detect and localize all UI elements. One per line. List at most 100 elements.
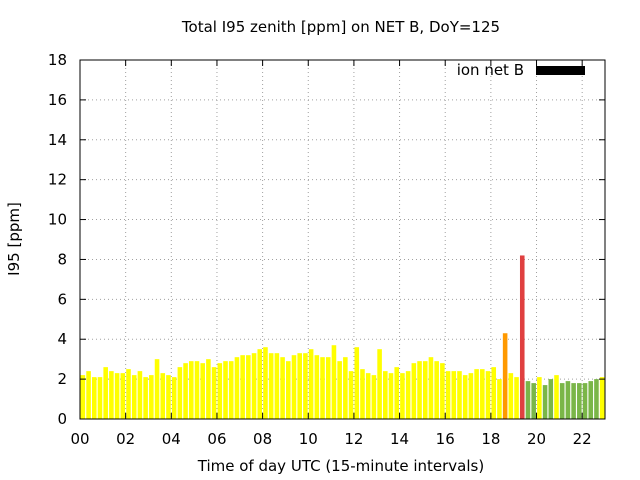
x-tick-label: 14 bbox=[390, 430, 409, 448]
bar bbox=[240, 355, 245, 419]
legend: ion net B bbox=[457, 61, 585, 79]
bar bbox=[303, 353, 308, 419]
bar bbox=[143, 377, 148, 419]
bar bbox=[97, 377, 103, 419]
bar bbox=[91, 377, 97, 419]
bar bbox=[137, 371, 143, 419]
bar bbox=[120, 373, 126, 419]
bar bbox=[417, 361, 422, 419]
bar bbox=[257, 349, 263, 419]
x-tick-label: 20 bbox=[527, 430, 546, 448]
bar bbox=[485, 371, 491, 419]
bars bbox=[80, 255, 605, 419]
y-tick-label: 8 bbox=[57, 250, 67, 268]
y-axis-label: I95 [ppm] bbox=[5, 202, 23, 276]
x-tick-label: 18 bbox=[481, 430, 500, 448]
bar bbox=[559, 383, 565, 419]
bar bbox=[360, 369, 365, 419]
bar bbox=[502, 333, 508, 419]
bar bbox=[405, 371, 411, 419]
bar bbox=[599, 377, 605, 419]
x-tick-label: 12 bbox=[344, 430, 363, 448]
bar bbox=[422, 361, 428, 419]
bar bbox=[457, 371, 462, 419]
bar bbox=[171, 377, 177, 419]
bar bbox=[348, 371, 354, 419]
bar bbox=[126, 369, 131, 419]
bar bbox=[177, 367, 183, 419]
bar bbox=[114, 373, 120, 419]
x-tick-label: 02 bbox=[116, 430, 135, 448]
bar bbox=[314, 355, 320, 419]
bar bbox=[525, 381, 531, 419]
bar bbox=[514, 377, 519, 419]
bar bbox=[228, 361, 234, 419]
x-tick-label: 00 bbox=[70, 430, 89, 448]
bar bbox=[194, 361, 200, 419]
bar bbox=[183, 363, 188, 419]
bar bbox=[519, 255, 525, 419]
bar bbox=[206, 359, 211, 419]
bar bbox=[445, 371, 451, 419]
bar bbox=[103, 367, 108, 419]
bar bbox=[388, 373, 394, 419]
bar bbox=[291, 355, 297, 419]
bar bbox=[371, 375, 377, 419]
bar bbox=[337, 361, 342, 419]
x-tick-label: 16 bbox=[436, 430, 455, 448]
chart-title: Total I95 zenith [ppm] on NET B, DoY=125 bbox=[181, 18, 500, 36]
bar bbox=[571, 383, 576, 419]
bar bbox=[160, 373, 166, 419]
bar bbox=[394, 367, 399, 419]
bar bbox=[582, 383, 588, 419]
y-tick-label: 4 bbox=[57, 330, 67, 348]
bar bbox=[462, 375, 468, 419]
bar bbox=[234, 357, 240, 419]
legend-label: ion net B bbox=[457, 61, 524, 79]
y-tick-label: 10 bbox=[48, 211, 67, 229]
bar bbox=[154, 359, 160, 419]
x-tick-label: 22 bbox=[573, 430, 592, 448]
bar bbox=[263, 347, 268, 419]
bar bbox=[331, 345, 337, 419]
y-tick-label: 6 bbox=[57, 290, 67, 308]
bar bbox=[428, 357, 434, 419]
bar bbox=[268, 353, 274, 419]
bar bbox=[80, 375, 86, 419]
bar bbox=[217, 363, 223, 419]
bar bbox=[274, 353, 280, 419]
bar bbox=[166, 375, 171, 419]
bar bbox=[480, 369, 485, 419]
x-tick-label: 06 bbox=[207, 430, 226, 448]
bar bbox=[577, 383, 582, 419]
bar bbox=[365, 373, 371, 419]
bar bbox=[594, 379, 599, 419]
bar bbox=[400, 373, 405, 419]
y-tick-label: 12 bbox=[48, 171, 67, 189]
legend-swatch bbox=[536, 66, 585, 75]
x-tick-label: 10 bbox=[299, 430, 318, 448]
y-tick-label: 2 bbox=[57, 370, 67, 388]
bar bbox=[491, 367, 497, 419]
bar bbox=[542, 385, 548, 419]
y-tick-label: 0 bbox=[57, 410, 67, 428]
bar bbox=[497, 379, 502, 419]
bar bbox=[286, 361, 291, 419]
bar bbox=[411, 363, 417, 419]
bar bbox=[211, 367, 217, 419]
bar bbox=[251, 353, 257, 419]
bar bbox=[280, 357, 285, 419]
bar bbox=[223, 361, 228, 419]
bar bbox=[508, 373, 514, 419]
bar bbox=[325, 357, 331, 419]
bar bbox=[468, 373, 474, 419]
bar bbox=[531, 383, 536, 419]
bar bbox=[343, 357, 348, 419]
bar bbox=[149, 375, 154, 419]
plot-border bbox=[79, 59, 606, 420]
y-tick-label: 18 bbox=[48, 51, 67, 69]
bar bbox=[565, 381, 571, 419]
bar bbox=[377, 349, 382, 419]
